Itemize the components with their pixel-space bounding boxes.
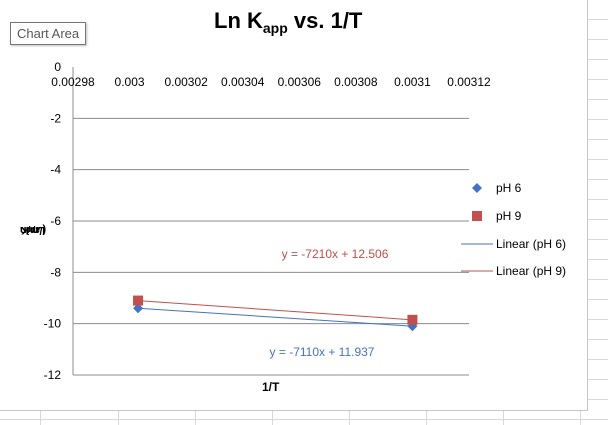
legend-label: Linear (pH 9) xyxy=(496,264,566,278)
y-tick-label: -8 xyxy=(50,265,61,279)
trendline-equations: y = -7110x + 11.937 y = -7210x + 12.506 xyxy=(270,247,389,359)
legend-key-marker xyxy=(472,183,482,193)
trendline xyxy=(138,307,413,327)
chart-title-rest: vs. 1/T xyxy=(287,8,363,33)
chart-title-main: Ln K xyxy=(214,8,263,33)
x-tick-label: 0.00304 xyxy=(221,75,265,89)
trendline-equation: y = -7210x + 12.506 xyxy=(282,247,389,261)
data-point xyxy=(133,295,144,306)
trendline-equation: y = -7110x + 11.937 xyxy=(270,345,375,359)
data-markers xyxy=(133,295,418,332)
x-tick-label: 0.00308 xyxy=(334,75,378,89)
legend-label: Linear (pH 6) xyxy=(496,237,566,251)
trendlines xyxy=(138,300,413,327)
y-axis: 0 -2 -4 -6 -8 -10 -12 xyxy=(44,60,74,382)
y-tick-label: -12 xyxy=(44,368,62,382)
legend-label: pH 9 xyxy=(496,209,522,223)
chart-title[interactable]: Ln Kapp vs. 1/T xyxy=(214,8,362,36)
x-tick-label: 0.0031 xyxy=(394,75,431,89)
x-tick-label: 0.00306 xyxy=(278,75,322,89)
y-tick-label: -10 xyxy=(44,317,62,331)
x-axis-tick-labels: 0.00298 0.003 0.00302 0.00304 0.00306 0.00308… xyxy=(51,75,491,89)
data-point xyxy=(133,303,144,314)
x-axis-title[interactable]: 1/T xyxy=(262,380,280,394)
y-tick-label: -2 xyxy=(50,111,61,125)
legend-label: pH 6 xyxy=(496,181,522,195)
x-tick-label: 0.00312 xyxy=(447,75,491,89)
y-tick-label: -6 xyxy=(50,214,61,228)
horizontal-gridlines xyxy=(73,117,469,376)
x-tick-label: 0.00298 xyxy=(51,75,95,89)
chart-title-subscript: app xyxy=(262,20,288,36)
trendline xyxy=(138,300,413,321)
y-tick-label: -4 xyxy=(50,163,61,177)
x-tick-label: 0.00302 xyxy=(164,75,208,89)
legend[interactable]: pH 6 pH 9 Linear (pH 6) Linear (pH 9) xyxy=(461,181,566,278)
data-point xyxy=(407,314,418,325)
x-tick-label: 0.003 xyxy=(115,75,145,89)
chart-area-tooltip: Chart Area xyxy=(10,22,87,45)
y-tick-label: 0 xyxy=(54,60,61,74)
legend-key-marker xyxy=(472,211,482,221)
